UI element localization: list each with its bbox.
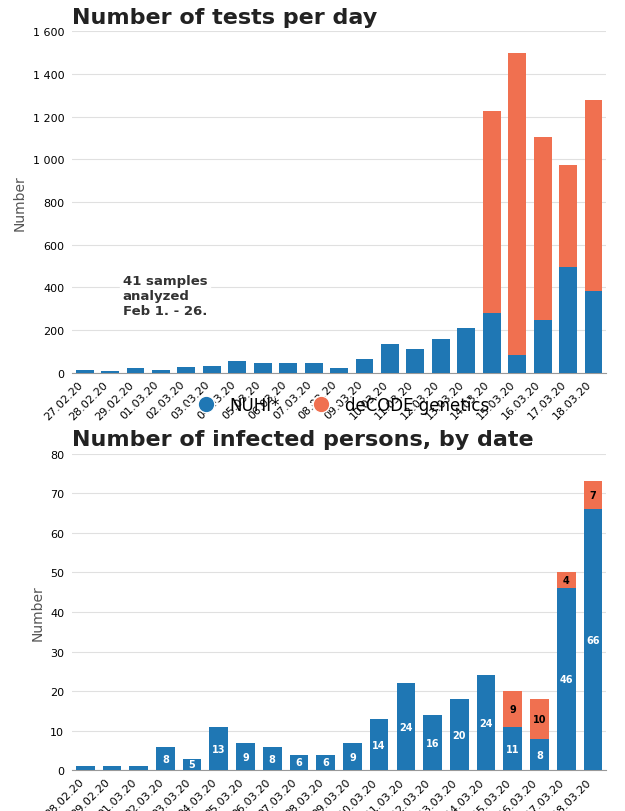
Bar [559,268,577,373]
Bar [557,589,576,770]
Text: 8: 8 [536,749,543,760]
Bar [330,369,348,373]
Text: 13: 13 [212,744,226,753]
Bar [156,747,175,770]
Bar [458,328,475,373]
Bar [557,573,576,589]
Bar [423,715,442,770]
Text: 6: 6 [296,757,302,767]
Bar [483,313,501,373]
Bar [127,368,144,373]
Bar [584,291,602,373]
Bar [396,684,415,770]
Bar [584,101,602,291]
Bar [381,345,399,373]
Text: Number of tests per day: Number of tests per day [72,8,377,28]
Bar [584,482,602,509]
Bar [177,367,195,373]
Bar [450,699,469,770]
Bar [343,743,362,770]
Text: Number of infected persons, by date: Number of infected persons, by date [72,430,534,450]
Bar [263,747,282,770]
Bar [508,54,526,356]
Text: 14: 14 [372,740,386,749]
Bar [152,371,170,373]
Text: 20: 20 [452,730,466,740]
Bar [316,754,335,770]
Bar [406,350,424,373]
Bar [203,367,221,373]
Text: 10: 10 [532,714,546,724]
Bar [534,320,551,373]
Bar [76,766,94,770]
Text: 7: 7 [589,491,596,500]
Text: 6: 6 [322,757,329,767]
Bar [370,719,389,770]
Bar [209,727,228,770]
Text: 8: 8 [162,753,169,764]
Text: 66: 66 [586,635,599,645]
Bar [534,138,551,320]
Legend: NUHI*, deCODE genetics: NUHI*, deCODE genetics [182,390,496,421]
Text: 24: 24 [479,718,492,728]
Text: 16: 16 [426,738,439,748]
Bar [228,362,246,373]
Bar [483,112,501,313]
Bar [477,676,496,770]
Text: 9: 9 [242,752,249,762]
Text: 9: 9 [349,752,356,762]
Bar [530,739,549,770]
Y-axis label: Number: Number [13,175,27,230]
Bar [182,758,201,770]
Bar [305,364,322,373]
Bar [503,727,522,770]
Bar [503,691,522,727]
Text: 8: 8 [269,753,276,764]
Bar [101,372,119,373]
Bar [584,509,602,770]
Y-axis label: Number: Number [31,585,44,640]
Text: 11: 11 [506,744,519,753]
Bar [530,699,549,739]
Bar [129,766,148,770]
Bar [508,356,526,373]
Text: 46: 46 [559,675,573,684]
Bar [356,360,373,373]
Text: 24: 24 [399,722,412,732]
Bar [102,766,121,770]
Text: 4: 4 [562,576,569,586]
Bar [76,371,94,373]
Bar [236,743,255,770]
Bar [279,364,297,373]
Bar [432,340,450,373]
Bar [289,754,308,770]
Text: 5: 5 [189,760,196,770]
Text: 41 samples
analyzed
Feb 1. - 26.: 41 samples analyzed Feb 1. - 26. [122,275,208,318]
Text: 9: 9 [509,704,516,714]
Bar [559,166,577,268]
Bar [254,363,272,373]
